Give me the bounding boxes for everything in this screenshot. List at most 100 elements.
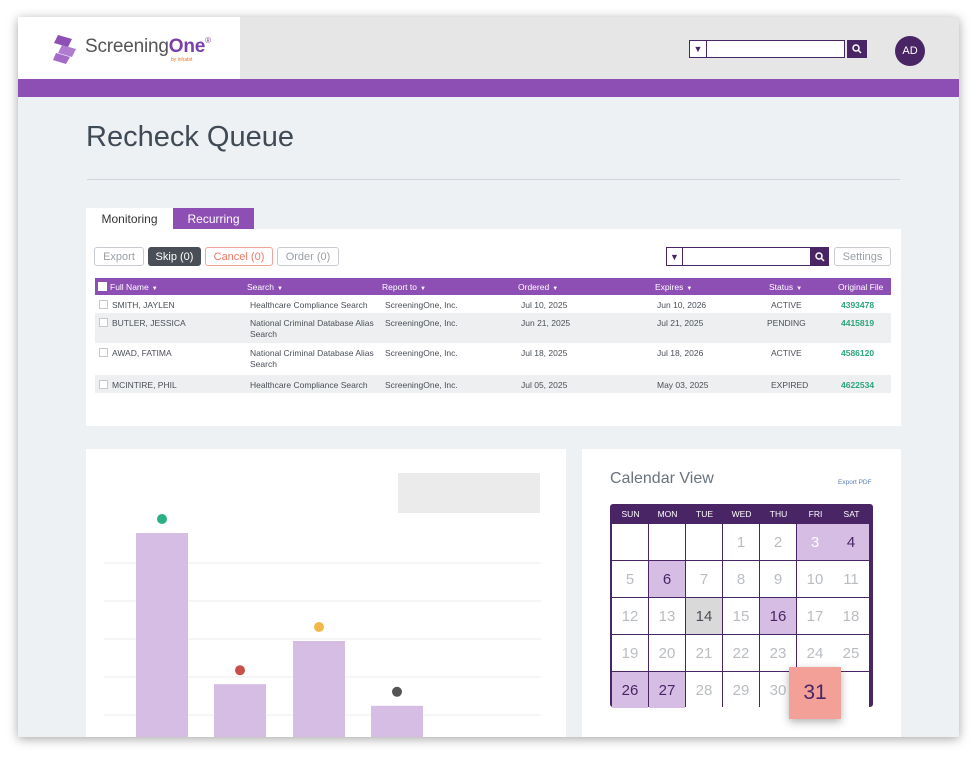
row-checkbox[interactable]: [99, 318, 108, 327]
original-file-link[interactable]: 4622534: [841, 380, 875, 390]
sort-icon: ▼: [151, 286, 158, 292]
calendar-day[interactable]: 20: [649, 635, 685, 671]
search-name: National Criminal Database Alias Search: [250, 318, 374, 339]
table-header: Full Name ▼ Search ▼ Report to ▼ Ordered ▼ E…: [95, 278, 891, 295]
calendar-card: Calendar View Export PDF SUN MON TUE WED THU…: [582, 449, 901, 737]
table-row[interactable]: SMITH, JAYLEN Healthcare Compliance Sear…: [95, 295, 891, 313]
calendar-day[interactable]: 26: [612, 672, 648, 708]
col-status[interactable]: Status ▼: [769, 282, 803, 292]
tab-recurring[interactable]: Recurring: [173, 208, 254, 229]
calendar-day[interactable]: 5: [612, 561, 648, 597]
sort-icon: ▼: [686, 286, 693, 292]
search-name: National Criminal Database Alias Search: [250, 348, 374, 369]
calendar-day[interactable]: 13: [649, 598, 685, 634]
global-search-field[interactable]: ▼: [689, 40, 845, 58]
logo[interactable]: ScreeningOne® by inhabit: [18, 17, 240, 79]
calendar-today[interactable]: 31: [789, 667, 841, 719]
expires-date: Jul 18, 2026: [657, 348, 704, 358]
search-name: Healthcare Compliance Search: [250, 300, 368, 310]
col-report-to[interactable]: Report to ▼: [382, 282, 426, 292]
search-button[interactable]: [847, 40, 867, 58]
calendar-day[interactable]: 19: [612, 635, 648, 671]
chevron-down-icon[interactable]: ▼: [690, 41, 707, 57]
chart-bar[interactable]: [371, 705, 423, 737]
calendar-day[interactable]: 14: [686, 598, 722, 634]
tab-monitoring[interactable]: Monitoring: [86, 208, 173, 229]
export-pdf-link[interactable]: Export PDF: [838, 479, 872, 486]
calendar-day[interactable]: 29: [723, 672, 759, 708]
ordered-date: Jun 21, 2025: [521, 318, 571, 328]
calendar-day[interactable]: 25: [833, 635, 869, 671]
chart-bar[interactable]: [293, 641, 345, 737]
full-name: SMITH, JAYLEN: [112, 300, 175, 310]
search-icon: [852, 44, 862, 54]
settings-button[interactable]: Settings: [834, 247, 891, 266]
col-full-name[interactable]: Full Name ▼: [110, 282, 158, 292]
calendar-day[interactable]: 4: [833, 524, 869, 560]
ordered-date: Jul 18, 2025: [521, 348, 568, 358]
calendar-day[interactable]: 16: [760, 598, 796, 634]
skip-button[interactable]: Skip (0): [148, 247, 201, 266]
status-badge: ACTIVE: [771, 300, 802, 310]
calendar-day[interactable]: 24: [797, 635, 833, 671]
sort-icon: ▼: [552, 286, 559, 292]
table-row[interactable]: BUTLER, JESSICA National Criminal Databa…: [95, 313, 891, 343]
status-badge: ACTIVE: [771, 348, 802, 358]
table-search-field[interactable]: ▼: [666, 247, 811, 266]
calendar-day[interactable]: 2: [760, 524, 796, 560]
cancel-button[interactable]: Cancel (0): [205, 247, 273, 266]
table-search-button[interactable]: [811, 247, 829, 266]
calendar-day[interactable]: 8: [723, 561, 759, 597]
chart-bar[interactable]: [214, 684, 266, 737]
export-button[interactable]: Export: [94, 247, 144, 266]
report-to: ScreeningOne, Inc.: [385, 318, 458, 328]
title-divider: [87, 179, 900, 180]
report-to: ScreeningOne, Inc.: [385, 348, 458, 358]
page-title: Recheck Queue: [86, 121, 294, 153]
table-row[interactable]: AWAD, FATIMA National Criminal Database …: [95, 343, 891, 375]
calendar-day[interactable]: 17: [797, 598, 833, 634]
table-row[interactable]: MCINTIRE, PHIL Healthcare Compliance Sea…: [95, 375, 891, 393]
calendar-day[interactable]: 1: [723, 524, 759, 560]
col-original-file[interactable]: Original File: [838, 282, 884, 292]
sort-icon: ▼: [276, 286, 283, 292]
calendar-day[interactable]: 15: [723, 598, 759, 634]
search-icon: [815, 251, 825, 262]
chart-bar[interactable]: [136, 533, 188, 737]
calendar-day[interactable]: 3: [797, 524, 833, 560]
calendar-day[interactable]: 22: [723, 635, 759, 671]
queue-table-card: Export Skip (0) Cancel (0) Order (0) ▼ S…: [86, 229, 901, 426]
row-checkbox[interactable]: [99, 348, 108, 357]
original-file-link[interactable]: 4586120: [841, 348, 875, 358]
original-file-link[interactable]: 4393478: [841, 300, 875, 310]
full-name: MCINTIRE, PHIL: [112, 380, 177, 390]
select-all-checkbox[interactable]: [98, 282, 107, 291]
calendar-day[interactable]: 9: [760, 561, 796, 597]
weekday-label: SAT: [843, 508, 860, 519]
col-expires[interactable]: Expires ▼: [655, 282, 693, 292]
status-badge: EXPIRED: [771, 380, 809, 390]
col-ordered[interactable]: Ordered ▼: [518, 282, 559, 292]
calendar-day[interactable]: 10: [797, 561, 833, 597]
expires-date: May 03, 2025: [657, 380, 709, 390]
calendar-day[interactable]: 23: [760, 635, 796, 671]
col-search[interactable]: Search ▼: [247, 282, 283, 292]
row-checkbox[interactable]: [99, 380, 108, 389]
expires-date: Jun 10, 2026: [657, 300, 707, 310]
sort-icon: ▼: [419, 286, 426, 292]
calendar-day[interactable]: 27: [649, 672, 685, 708]
calendar-day[interactable]: 21: [686, 635, 722, 671]
original-file-link[interactable]: 4415819: [841, 318, 875, 328]
row-checkbox[interactable]: [99, 300, 108, 309]
calendar-day[interactable]: 12: [612, 598, 648, 634]
calendar-day[interactable]: 18: [833, 598, 869, 634]
calendar-day[interactable]: 28: [686, 672, 722, 708]
expires-date: Jul 21, 2025: [657, 318, 704, 328]
calendar-day[interactable]: 6: [649, 561, 685, 597]
order-button[interactable]: Order (0): [277, 247, 339, 266]
calendar-day[interactable]: 11: [833, 561, 869, 597]
avatar[interactable]: AD: [895, 36, 925, 66]
ordered-date: Jul 10, 2025: [521, 300, 568, 310]
chevron-down-icon[interactable]: ▼: [667, 248, 683, 265]
calendar-day[interactable]: 7: [686, 561, 722, 597]
